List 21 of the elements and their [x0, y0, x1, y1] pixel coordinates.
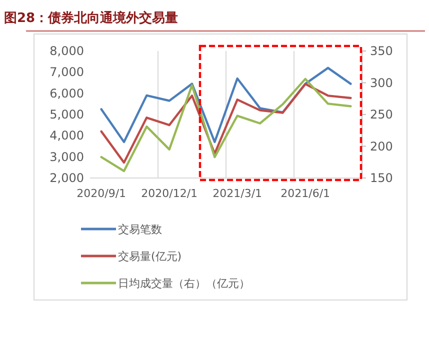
y2-tick-label: 200: [370, 139, 393, 154]
line-series: [100, 66, 352, 144]
y-tick-label: 8,000: [50, 44, 84, 58]
legend-label: 日均成交量（右）（亿元）: [118, 277, 250, 290]
x-tick-label: 2020/12/1: [141, 187, 198, 200]
legend-label: 交易笔数: [118, 223, 162, 236]
y-tick-label: 7,000: [50, 65, 84, 80]
y2-tick-label: 250: [370, 108, 393, 122]
y-tick-label: 4,000: [50, 128, 84, 143]
y-tick-label: 5,000: [50, 108, 84, 122]
x-tick-label: 2020/9/1: [76, 187, 126, 200]
y-tick-label: 3,000: [50, 150, 84, 164]
y2-tick-label: 150: [370, 171, 393, 185]
x-tick-label: 2021/6/1: [280, 187, 330, 200]
y-tick-label: 6,000: [50, 86, 84, 100]
x-tick-label: 2021/3/1: [212, 187, 262, 200]
y2-tick-label: 300: [370, 76, 393, 90]
y-tick-label: 2,000: [50, 171, 84, 185]
chart-title: 图28：债券北向通境外交易量: [4, 10, 178, 26]
legend-label: 交易量(亿元): [118, 250, 182, 263]
y2-tick-label: 350: [370, 44, 393, 58]
